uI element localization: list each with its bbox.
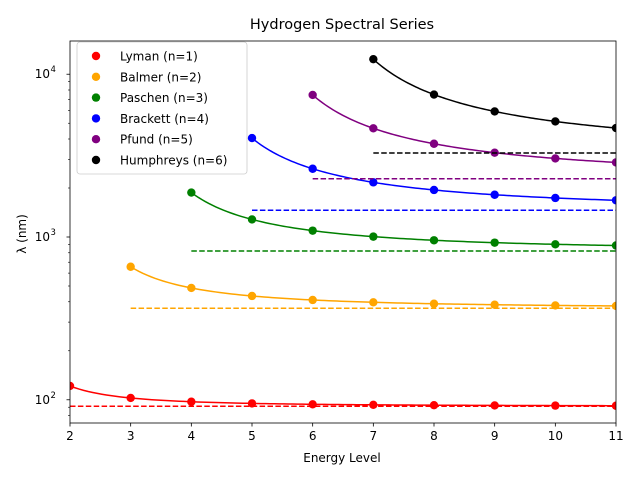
data-point [611,301,616,311]
x-tick-label: 4 [188,429,196,443]
data-point [70,381,75,391]
data-point [551,240,560,249]
data-point [551,154,560,163]
data-point [247,291,257,301]
y-tick-label: 10 [35,393,50,407]
x-tick-label: 7 [370,429,378,443]
x-tick-label: 9 [491,429,499,443]
legend-label: Pfund (n=5) [120,133,193,147]
y-tick-exponent: 4 [51,65,56,75]
data-point [126,393,135,403]
legend-marker [91,155,101,165]
data-point [429,139,439,148]
data-point [551,401,560,410]
data-point [369,298,378,307]
legend-marker [91,51,101,61]
data-point [247,133,257,143]
data-point [308,400,317,409]
legend-label: Paschen (n=3) [120,91,208,105]
x-tick-label: 8 [430,429,438,443]
data-point [611,401,616,410]
legend-marker [91,114,101,123]
data-point [308,226,317,235]
data-point [369,54,378,64]
legend-marker [91,93,101,102]
legend-label: Humphreys (n=6) [120,154,227,168]
data-point [308,295,317,305]
data-point [187,188,196,197]
series-curve-5 [312,94,616,164]
series-curve-3 [190,191,616,247]
x-tick-label: 2 [66,429,74,443]
data-point [490,190,499,199]
x-tick-label: 10 [548,429,563,443]
legend-marker [91,72,101,82]
data-point [490,300,499,309]
legend-label: Balmer (n=2) [120,70,201,84]
data-point [308,164,317,173]
data-point [611,123,616,133]
data-point [611,158,616,167]
x-tick-label: 5 [248,429,256,443]
data-point [308,90,317,100]
legend-marker [91,135,101,144]
data-point [490,401,499,410]
data-point [490,107,499,116]
data-point [126,262,135,271]
data-point [611,196,616,205]
legend: Lyman (n=1) Balmer (n=2) Paschen (n=3) Brac… [76,41,248,175]
series-curve-1 [70,385,616,407]
data-point [369,232,378,241]
y-tick-exponent: 3 [51,228,56,238]
data-point [611,241,616,250]
data-point [369,124,378,133]
data-point [429,90,439,99]
legend-label: Brackett (n=4) [120,112,209,126]
data-point [551,117,560,126]
y-tick-exponent: 2 [51,391,56,401]
data-point [369,178,378,187]
chart-title: Hydrogen Spectral Series [250,17,434,33]
data-point [247,215,257,224]
data-point [429,401,439,410]
x-tick-label: 6 [309,429,317,443]
data-point [490,238,499,247]
data-point [551,193,560,203]
x-axis-label: Energy Level [303,451,381,465]
y-axis-label: λ (nm) [15,214,29,254]
y-tick-label: 10 [35,67,50,81]
data-point [247,399,257,408]
legend-label: Lyman (n=1) [120,50,198,64]
legend-box [76,41,248,175]
data-point [429,185,439,195]
y-tick-label: 10 [35,230,50,244]
plot-area [70,54,616,410]
data-point [187,397,196,406]
x-tick-label: 11 [608,429,623,443]
data-point [369,400,378,410]
data-point [187,283,196,293]
plot-frame [69,40,617,424]
data-point [429,236,439,245]
x-tick-label: 3 [127,429,135,443]
data-point [429,299,439,308]
data-point [551,301,560,310]
